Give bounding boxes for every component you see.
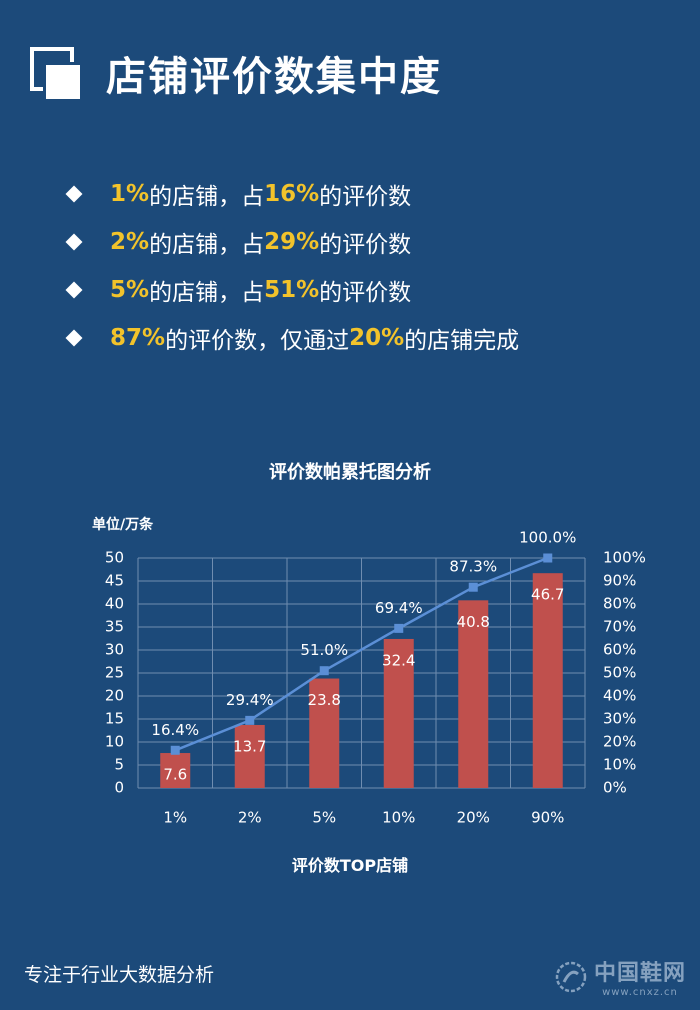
- bullet-item: 5% 的店铺，占 51% 的评价数: [65, 266, 519, 314]
- y-left-tick-label: 50: [105, 549, 124, 567]
- bullet-highlight: 16%: [264, 181, 320, 207]
- bullet-highlight: 20%: [349, 325, 405, 351]
- bar: [383, 638, 414, 788]
- bullet-highlight: 51%: [264, 277, 320, 303]
- watermark-brand: 中国鞋网: [593, 961, 686, 986]
- diamond-bullet-icon: [65, 185, 83, 203]
- line-value-label: 87.3%: [449, 558, 497, 576]
- y-right-tick-label: 40%: [603, 687, 636, 705]
- bullet-highlight: 1%: [110, 181, 150, 207]
- line-point: [468, 582, 478, 592]
- y-left-tick-label: 10: [105, 733, 124, 751]
- y-right-tick-label: 30%: [603, 710, 636, 728]
- y-right-tick-label: 50%: [603, 664, 636, 682]
- y-right-tick-label: 20%: [603, 733, 636, 751]
- line-value-label: 51.0%: [300, 641, 348, 659]
- y-right-tick-label: 10%: [603, 756, 636, 774]
- line-point: [543, 553, 553, 563]
- x-tick-label: 10%: [382, 809, 415, 827]
- bar: [532, 573, 563, 788]
- y-left-tick-label: 15: [105, 710, 124, 728]
- shoe-logo-icon: [555, 961, 587, 992]
- bullet-text: 的店铺，占: [149, 280, 265, 306]
- bar-value-label: 23.8: [308, 691, 341, 709]
- title-row: 店铺评价数集中度: [30, 38, 442, 108]
- bullet-text: 的店铺，占: [149, 184, 265, 210]
- diamond-bullet-icon: [65, 233, 83, 251]
- y-left-tick-label: 45: [105, 572, 124, 590]
- bullet-text: 的评价数，仅通过: [165, 328, 350, 354]
- line-point: [245, 715, 255, 725]
- bar: [458, 600, 489, 788]
- y-left-tick-label: 25: [105, 664, 124, 682]
- y-right-tick-label: 90%: [603, 572, 636, 590]
- bar: [309, 678, 340, 788]
- y-right-tick-label: 100%: [603, 549, 646, 567]
- page-title: 店铺评价数集中度: [106, 54, 442, 100]
- bullet-list: 1% 的店铺，占 16% 的评价数 2% 的店铺，占 29% 的评价数 5% 的…: [65, 170, 520, 362]
- watermark-url: www.cnxz.cn: [602, 987, 678, 998]
- bar: [234, 724, 265, 788]
- bullet-highlight: 2%: [110, 229, 150, 255]
- y-left-tick-label: 30: [105, 641, 124, 659]
- bar: [160, 753, 191, 788]
- diamond-bullet-icon: [65, 281, 83, 299]
- pareto-chart: 评价数帕累托图分析 单位/万条 0 5 10 15 20 25 30 35 40 45 50 0% 10…: [0, 440, 700, 900]
- y-left-tick-label: 20: [105, 687, 124, 705]
- watermark: 中国鞋网 www.cnxz.cn: [554, 955, 686, 998]
- line-value-label: 100.0%: [519, 529, 576, 547]
- line-value-label: 16.4%: [151, 721, 199, 739]
- bullet-highlight: 87%: [110, 325, 166, 351]
- unit-label: 单位/万条: [92, 517, 154, 533]
- bullet-item: 87% 的评价数，仅通过 20% 的店铺完成: [65, 314, 520, 362]
- bullet-text: 的店铺，占: [149, 232, 265, 258]
- y-left-tick-label: 0: [114, 779, 124, 797]
- x-tick-label: 1%: [163, 809, 187, 827]
- y-left-tick-label: 5: [114, 756, 124, 774]
- bullet-text: 的评价数: [319, 184, 412, 210]
- bar-value-label: 32.4: [382, 651, 415, 669]
- bullet-text: 的评价数: [319, 280, 412, 306]
- chart-title: 评价数帕累托图分析: [269, 462, 431, 483]
- x-axis-title: 评价数TOP店铺: [291, 856, 409, 875]
- square-logo-icon: [30, 47, 82, 99]
- cumulative-line: [174, 556, 549, 752]
- bullet-highlight: 5%: [110, 277, 150, 303]
- y-right-tick-label: 60%: [603, 641, 636, 659]
- footer-text: 专注于行业大数据分析: [24, 964, 215, 986]
- line-point: [170, 745, 180, 755]
- line-point: [319, 666, 329, 676]
- line-value-label: 29.4%: [226, 691, 274, 709]
- bullet-text: 的评价数: [319, 232, 412, 258]
- y-right-tick-label: 70%: [603, 618, 636, 636]
- bullet-text: 的店铺完成: [404, 328, 520, 354]
- chart-plot: 0 5 10 15 20 25 30 35 40 45 50 0% 10% 20% 30% 40% 50% 60%…: [105, 529, 646, 827]
- bar-value-label: 40.8: [457, 613, 490, 631]
- bar-value-label: 46.7: [531, 586, 564, 604]
- y-right-tick-label: 80%: [603, 595, 636, 613]
- y-left-tick-label: 40: [105, 595, 124, 613]
- bar-value-label: 7.6: [163, 766, 187, 784]
- x-tick-label: 5%: [312, 809, 336, 827]
- y-left-tick-label: 35: [105, 618, 124, 636]
- y-right-tick-label: 0%: [603, 779, 627, 797]
- x-tick-label: 20%: [457, 809, 490, 827]
- x-tick-label: 2%: [238, 809, 262, 827]
- line-value-label: 69.4%: [375, 599, 423, 617]
- line-point: [394, 623, 404, 633]
- x-tick-label: 90%: [531, 809, 564, 827]
- bullet-item: 2% 的店铺，占 29% 的评价数: [65, 218, 519, 266]
- bar-value-label: 13.7: [233, 737, 266, 755]
- diamond-bullet-icon: [65, 329, 83, 347]
- bullet-item: 1% 的店铺，占 16% 的评价数: [65, 170, 519, 218]
- bullet-highlight: 29%: [264, 229, 320, 255]
